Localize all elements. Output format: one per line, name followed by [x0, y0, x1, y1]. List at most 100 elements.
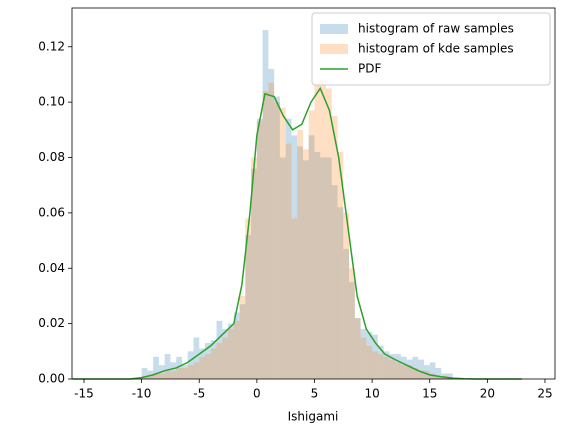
histogram-bar: [141, 367, 148, 379]
histogram-bar: [291, 218, 298, 379]
histogram-bar: [418, 370, 424, 379]
histogram-bar: [285, 143, 292, 379]
histogram-bar: [366, 331, 373, 379]
legend: histogram of raw samples histogram of kde…: [311, 12, 551, 86]
x-axis-label: Ishigami: [288, 410, 339, 424]
histogram-bar: [216, 320, 223, 379]
histogram-bar: [331, 185, 338, 379]
histogram-bar: [181, 367, 188, 379]
x-tick-label: 5: [311, 387, 319, 401]
x-tick-label: 25: [537, 387, 552, 401]
legend-swatch: [320, 24, 348, 34]
histogram-bar: [210, 340, 217, 379]
histogram-bar: [268, 82, 275, 380]
y-tick-label: 0.10: [38, 95, 65, 109]
histogram-bar: [279, 107, 286, 380]
histogram-bar: [400, 365, 407, 379]
histogram-bar: [429, 373, 436, 379]
histogram-bar: [395, 354, 401, 379]
histogram-bar: [441, 373, 448, 379]
histogram-bar: [251, 168, 257, 379]
histogram-bar: [291, 135, 298, 379]
y-tick-label: 0.12: [38, 39, 65, 53]
histogram-bar: [343, 248, 350, 379]
pdf-line: [72, 86, 522, 380]
histogram-bar: [256, 118, 263, 379]
legend-label: histogram of raw samples: [358, 22, 514, 36]
legend-swatch: [320, 44, 348, 54]
histogram-bar: [262, 30, 269, 379]
legend-label: PDF: [358, 62, 381, 76]
plot-frame: [71, 7, 556, 380]
histogram-bar: [389, 354, 396, 379]
histogram-bar: [308, 110, 315, 379]
histogram-bar: [210, 348, 217, 379]
histogram-bar: [239, 295, 246, 379]
histogram-bar: [343, 212, 350, 379]
histogram-bar: [176, 356, 182, 379]
histogram-bar: [354, 318, 361, 379]
histogram-bar: [222, 329, 229, 379]
histogram-bar: [187, 365, 194, 379]
histogram-bar: [181, 365, 188, 379]
histogram-bar: [245, 218, 252, 379]
histogram-bar: [377, 354, 384, 379]
histogram-bar: [308, 135, 315, 379]
histogram-bar: [395, 362, 401, 379]
histogram-bar: [377, 345, 384, 379]
histogram-bar: [406, 359, 413, 379]
histogram-bar: [187, 351, 194, 379]
histogram-bar: [216, 343, 223, 379]
histogram-bar: [435, 376, 442, 379]
x-tick-label: -15: [74, 387, 94, 401]
histogram-bar: [337, 207, 344, 379]
histogram-bar: [279, 157, 286, 379]
histogram-bar: [314, 85, 321, 379]
x-tick-label: -10: [132, 387, 152, 401]
histogram-bar: [302, 149, 309, 379]
histogram-bar: [239, 304, 246, 379]
histogram-bar: [383, 356, 390, 379]
histogram-bar: [412, 356, 419, 379]
histogram-bar: [360, 329, 367, 379]
histogram-bar: [435, 367, 442, 379]
histogram-bar: [164, 370, 171, 379]
histogram-bar: [233, 312, 240, 379]
y-tick-label: 0.08: [38, 150, 65, 164]
histogram-bar: [193, 362, 200, 379]
histogram-bar: [285, 118, 292, 379]
histogram-bar: [302, 160, 309, 379]
histogram-bar: [429, 362, 436, 379]
histogram-bar: [349, 268, 355, 379]
histogram-bar: [222, 337, 229, 379]
histogram-bar: [372, 334, 378, 379]
histogram-bar: [256, 121, 263, 379]
histogram-bar: [204, 343, 211, 379]
histogram-bar: [274, 102, 280, 379]
histogram-bar: [268, 68, 275, 379]
histogram-bar: [228, 329, 234, 379]
histogram-bar: [251, 157, 257, 379]
x-tick-label: 10: [364, 387, 379, 401]
histogram-bar: [204, 354, 211, 379]
histogram-bar: [199, 356, 205, 379]
histogram-bar: [170, 362, 177, 379]
histogram-bar: [354, 318, 361, 379]
histogram-bar: [423, 370, 430, 379]
histogram-bar: [360, 337, 367, 379]
legend-label: histogram of kde samples: [358, 42, 514, 56]
histogram-bar: [158, 373, 165, 379]
y-tick-label: 0.00: [38, 372, 65, 386]
legend-box: [311, 12, 551, 86]
histogram-bar: [170, 370, 177, 379]
histogram-bar: [447, 373, 453, 379]
histogram-bar: [164, 354, 171, 379]
histogram-bar: [262, 91, 269, 380]
histogram-bar: [314, 151, 321, 379]
histogram-bar: [418, 359, 424, 379]
histogram-bar: [366, 345, 373, 379]
histogram-bar: [153, 373, 159, 379]
histogram-bar: [147, 376, 154, 379]
histogram-bar: [349, 282, 355, 379]
